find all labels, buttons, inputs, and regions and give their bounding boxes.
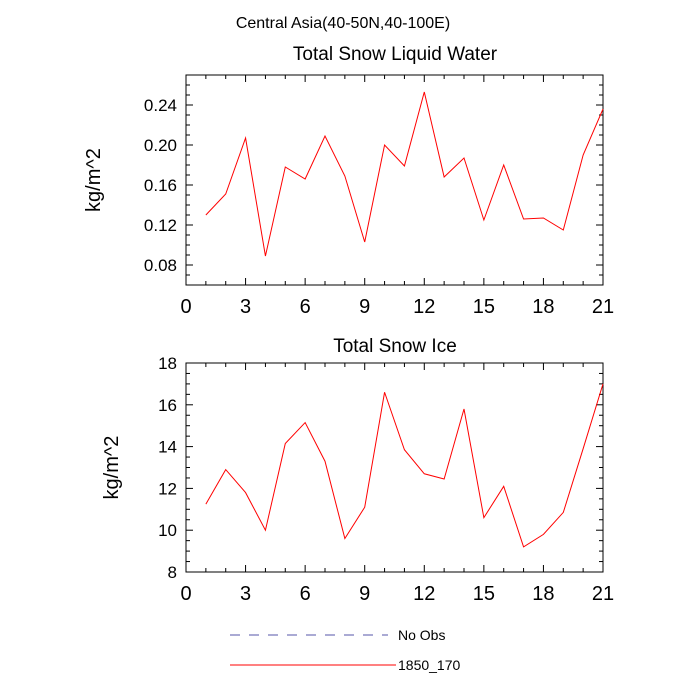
y-tick-label: 0.24 (144, 96, 177, 115)
x-tick-label: 18 (532, 583, 554, 605)
plot-frame-snow-liquid-water (185, 74, 604, 286)
plot-frame-snow-ice (185, 362, 604, 573)
y-tick-label: 0.20 (144, 136, 177, 155)
panel-snow-liquid-water: Total Snow Liquid Water kg/m^2 0 3 6 9 12 15 1… (83, 44, 614, 318)
x-tick-label: 21 (592, 583, 614, 605)
legend-label-no-obs: No Obs (398, 627, 445, 643)
series-line-snow-liquid-water (205, 91, 604, 257)
y-tick-label: 0.16 (144, 176, 177, 195)
y-axis-label-snow-liquid-water: kg/m^2 (83, 148, 105, 212)
y-tick-label: 16 (158, 396, 177, 415)
panel-title-snow-ice: Total Snow Ice (333, 336, 457, 357)
x-tick-label: 12 (413, 296, 435, 318)
figure-suptitle: Central Asia(40-50N,40-100E) (236, 15, 450, 32)
panel-snow-ice: Total Snow Ice kg/m^2 0 3 6 9 12 15 18 21 8 10 12 1… (101, 336, 614, 605)
y-tick-label: 12 (158, 479, 177, 498)
y-tick-label: 0.08 (144, 256, 177, 275)
y-tick-label: 10 (158, 521, 177, 540)
legend: No Obs 1850_170 (230, 627, 461, 673)
x-tick-label: 15 (473, 296, 495, 318)
series-line-snow-ice (205, 383, 604, 548)
y-tick-label: 8 (168, 563, 177, 582)
x-tick-label: 15 (473, 583, 495, 605)
x-tick-label: 12 (413, 583, 435, 605)
y-axis-label-snow-ice: kg/m^2 (101, 436, 123, 500)
x-tick-label: 9 (359, 296, 370, 318)
x-tick-label: 9 (359, 583, 370, 605)
x-tick-label: 3 (240, 583, 251, 605)
x-tick-label: 6 (300, 583, 311, 605)
x-tick-label: 3 (240, 296, 251, 318)
x-tick-label: 6 (300, 296, 311, 318)
x-tick-label: 0 (180, 583, 191, 605)
x-tick-label: 18 (532, 296, 554, 318)
legend-label-1850-170: 1850_170 (398, 657, 461, 673)
x-tick-label: 21 (592, 296, 614, 318)
y-tick-label: 18 (158, 354, 177, 373)
y-tick-label: 0.12 (144, 216, 177, 235)
y-tick-label: 14 (158, 438, 177, 457)
x-tick-label: 0 (180, 296, 191, 318)
panel-title-snow-liquid-water: Total Snow Liquid Water (293, 44, 498, 65)
